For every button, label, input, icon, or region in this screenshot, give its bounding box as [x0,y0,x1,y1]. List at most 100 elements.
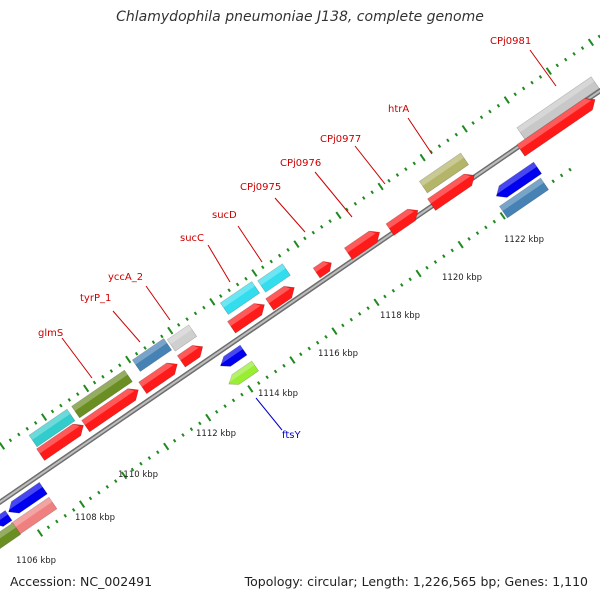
inner-tick [415,269,422,278]
outer-tick [387,178,391,183]
feature-highlight-0 [36,424,80,454]
inner-tick [425,265,429,270]
inner-tick [97,490,101,495]
outer-tick [8,438,13,443]
inner-tick [559,173,564,178]
outer-tick [101,374,105,379]
kbp-label: 1114 kbp [258,389,298,399]
inner-tick [55,519,59,524]
outer-tick [202,305,206,310]
genome-backbone [0,87,600,506]
inner-tick [214,410,219,414]
outer-tick [134,351,139,356]
inner-tick [331,327,338,336]
label-leaders [61,49,557,431]
outer-tick [311,230,316,235]
outer-tick [143,346,147,350]
feature-highlight-16 [257,263,286,286]
outer-tick [227,288,231,293]
gene-label-cpj0981: CPj0981 [490,36,531,47]
feature-highlight-8 [386,209,414,229]
outer-tick [521,86,526,91]
outer-tick [261,265,265,270]
outer-tick [185,317,189,322]
map-title: Chlamydophila pneumoniae J138, complete … [116,9,484,25]
feature-highlight-2 [138,362,174,387]
inner-tick [475,231,480,235]
inner-tick [499,211,506,220]
outer-tick [33,421,38,425]
inner-tick [147,456,152,460]
feature-20 [228,360,260,385]
inner-tick [366,306,370,310]
inner-tick [484,225,488,230]
inner-tick [551,179,555,184]
outer-tick [412,161,416,166]
outer-tick [538,75,543,79]
inner-tick [568,167,572,172]
inner-tick [373,298,380,307]
inner-tick [408,277,412,282]
kbp-label: 1110 kbp [118,470,158,480]
feature-highlight-17 [419,153,464,186]
inner-tick [289,356,296,364]
leader-cpj0977 [354,145,386,185]
feature-highlight-22 [499,178,544,211]
outer-tick [328,219,332,223]
outer-tick [555,63,559,68]
feature-21 [496,161,542,198]
kbp-label: 1118 kbp [380,311,420,321]
gene-label-glms: glmS [38,328,63,339]
outer-tick [151,340,156,345]
inner-tick [240,392,244,397]
feature-0 [36,423,84,461]
feature-7 [343,230,381,260]
outer-tick [395,173,400,177]
outer-tick [17,432,21,437]
inner-tick [341,323,345,328]
feature-25 [0,522,22,550]
outer-tick [454,132,459,137]
inner-tick [172,438,177,443]
outer-tick [219,294,223,298]
feature-13 [131,338,173,372]
outer-tick [286,248,290,252]
inner-tick [391,288,396,293]
inner-tick [71,508,76,512]
outer-tick [488,109,492,114]
leader-htra [407,117,433,155]
leader-cpj0975 [274,197,306,233]
inner-tick [46,525,51,530]
outer-tick [125,355,132,364]
outer-tick [118,363,122,368]
outer-tick [530,80,534,85]
feature-highlight-3 [177,345,199,361]
inner-tick [433,260,438,264]
feature-5 [265,285,295,311]
gene-label-ycca_2: yccA_2 [108,272,143,283]
gene-label-cpj0976: CPj0976 [280,158,321,169]
feature-highlight-4 [227,303,261,327]
inner-tick [315,340,320,345]
inner-tick [156,450,160,455]
feature-11 [28,408,76,448]
outer-tick [471,121,475,125]
leader-cpj0981 [529,49,557,87]
leader-glms [61,337,93,379]
feature-highlight-25 [0,522,16,543]
feature-highlight-21 [492,162,537,195]
inner-tick [189,427,194,432]
tick-track-inner [36,167,572,537]
kbp-label: 1120 kbp [442,273,482,283]
inner-tick [198,421,202,426]
inner-tick [265,375,269,380]
feature-4 [227,303,265,334]
outer-tick [461,124,468,133]
inner-tick [139,461,143,466]
feature-23 [8,481,48,514]
outer-tick [160,334,164,339]
feature-9 [427,173,475,211]
feature-highlight-26 [0,510,8,524]
inner-tick [121,471,128,480]
inner-tick [450,248,454,253]
